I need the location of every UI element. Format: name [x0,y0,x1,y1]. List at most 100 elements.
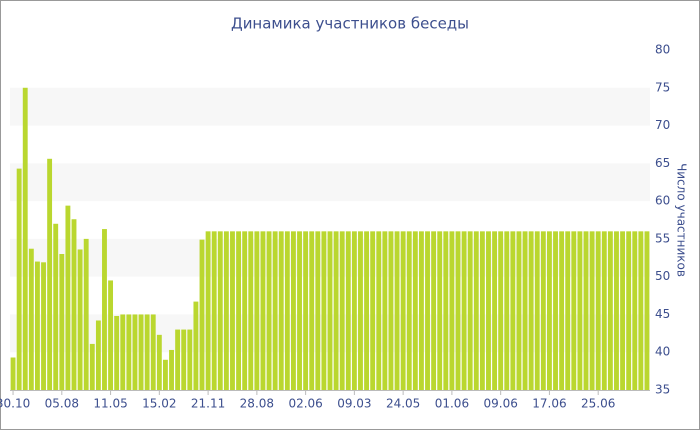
bar [394,231,400,390]
bar [230,231,235,390]
bar [71,219,77,390]
bar [150,314,156,390]
x-tick-label: 09.03 [337,397,371,411]
bar [266,231,272,390]
bar [406,231,412,390]
bar [138,314,144,390]
bar [620,231,626,390]
y-tick-label: 75 [655,80,670,94]
bar [553,231,558,390]
y-tick-label: 80 [655,43,670,57]
bar [571,231,577,390]
bar [284,231,290,390]
bar [89,343,95,390]
bar [443,231,449,390]
y-tick-label: 50 [655,269,670,283]
x-tick-label: 17.06 [532,397,566,411]
x-tick-label: 15.02 [142,397,176,411]
bar [431,231,437,390]
bar [175,329,181,390]
bar [41,262,46,390]
bar [187,329,193,390]
y-tick-label: 60 [655,194,670,208]
bar [614,231,619,390]
bar [290,231,296,390]
bar [156,334,162,390]
chart-title: Динамика участников беседы [231,15,469,33]
y-tick-label: 65 [655,156,670,170]
bar [132,314,138,390]
bar [120,314,126,390]
bar [193,301,199,390]
bar [34,261,40,390]
bar [534,231,540,390]
bar [510,231,516,390]
y-tick-label: 70 [655,118,670,132]
bar [449,231,455,390]
y-tick-label: 55 [655,231,670,245]
bar [77,249,83,390]
bar [595,231,601,390]
bar [181,329,187,390]
bar [16,168,22,390]
bar [632,231,638,390]
bar [278,231,284,390]
bar [108,280,114,390]
bar [546,231,552,390]
bar [327,231,333,390]
y-tick-label: 35 [655,383,670,397]
bar [126,314,132,390]
x-tick-label: 28.08 [240,397,274,411]
bar [47,158,53,390]
bar [28,248,34,390]
bar [400,231,406,390]
bar [59,254,65,390]
bar [114,315,120,390]
bar [626,231,632,390]
bar [382,231,388,390]
bar [144,314,150,390]
grid-band [10,163,650,202]
x-tick-label: 11.05 [93,397,127,411]
bar [297,231,302,390]
bar [589,231,595,390]
bar [583,231,589,390]
bar [388,231,394,390]
bar [10,357,16,390]
bar [607,231,613,390]
bar [333,231,339,390]
bar [339,231,345,390]
bar [254,231,260,390]
bar [309,231,315,390]
bar [211,231,217,390]
bar [479,231,485,390]
y-axis-label: Число участников [675,163,689,277]
bar [473,231,479,390]
bar [223,231,229,390]
bar [205,231,211,390]
bar [412,231,418,390]
bar [559,231,565,390]
y-tick-label: 40 [655,345,670,359]
bar [22,87,28,391]
bar [162,359,168,390]
bar [528,231,534,390]
bar [358,231,363,390]
bar [498,231,504,390]
bar [418,231,424,390]
bar [376,231,382,390]
bar [169,349,174,390]
bar [425,231,430,390]
bar [248,231,254,390]
bar [540,231,546,390]
bar [260,231,266,390]
bar [315,231,321,390]
bar [364,231,370,390]
bar [242,231,248,390]
bar [236,231,242,390]
bar [83,238,89,390]
bar [504,231,510,390]
x-tick-label: 25.06 [581,397,615,411]
bar [565,231,571,390]
